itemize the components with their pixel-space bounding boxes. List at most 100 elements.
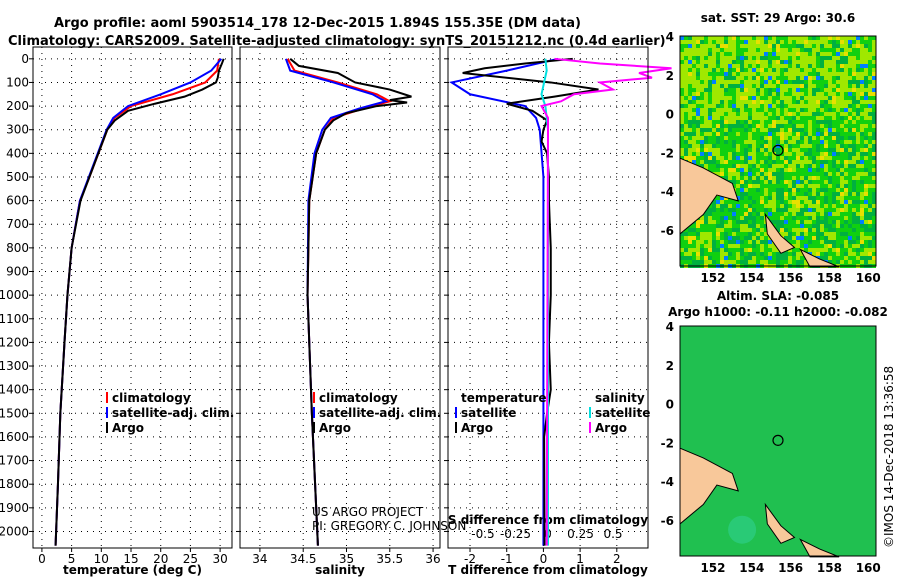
sst-pixel [868,172,872,176]
sst-pixel [788,128,792,132]
sst-pixel [724,92,728,96]
sst-pixel [844,188,848,192]
sst-pixel [736,164,740,168]
sst-pixel [756,228,760,232]
sst-pixel [856,80,860,84]
sst-pixel [832,228,836,232]
sst-pixel [812,216,816,220]
sst-pixel [736,112,740,116]
sst-pixel [812,208,816,212]
x-tick-label: 2 [613,552,621,566]
sst-pixel [808,200,812,204]
sst-pixel [744,160,748,164]
sst-pixel [784,68,788,72]
sst-pixel [756,124,760,128]
sst-pixel [848,144,852,148]
sst-pixel [720,148,724,152]
sst-pixel [728,48,732,52]
sst-pixel [812,72,816,76]
sst-pixel [852,248,856,252]
sst-pixel [824,180,828,184]
sst-pixel [752,128,756,132]
sst-pixel [844,236,848,240]
sst-pixel [752,160,756,164]
sst-pixel [824,140,828,144]
sst-pixel [832,144,836,148]
sst-pixel [712,224,716,228]
sst-pixel [768,44,772,48]
sst-pixel [696,120,700,124]
sst-pixel [692,132,696,136]
sst-pixel [828,248,832,252]
sst-pixel [804,52,808,56]
sst-pixel [732,160,736,164]
sst-pixel [704,244,708,248]
sst-pixel [720,132,724,136]
sst-pixel [720,252,724,256]
sst-pixel [716,172,720,176]
sst-pixel [848,160,852,164]
sst-pixel [736,232,740,236]
sst-pixel [832,40,836,44]
sst-pixel [696,112,700,116]
sst-pixel [840,76,844,80]
sst-pixel [780,168,784,172]
sst-pixel [868,168,872,172]
sst-pixel [800,236,804,240]
sst-pixel [736,244,740,248]
sst-pixel [788,76,792,80]
sst-pixel [868,188,872,192]
sst-pixel [700,228,704,232]
sst-pixel [828,68,832,72]
sst-pixel [840,224,844,228]
sst-pixel [856,44,860,48]
sst-pixel [812,252,816,256]
sst-pixel [864,76,868,80]
sst-pixel [752,124,756,128]
sst-pixel [828,200,832,204]
sst-pixel [844,88,848,92]
sst-pixel [684,252,688,256]
sst-pixel [820,216,824,220]
sst-pixel [844,108,848,112]
sst-pixel [808,184,812,188]
sst-pixel [788,112,792,116]
sst-pixel [736,248,740,252]
sst-pixel [724,156,728,160]
sst-pixel [760,148,764,152]
sst-pixel [764,76,768,80]
sst-pixel [780,96,784,100]
sst-pixel [872,40,876,44]
series-argo [54,58,225,546]
sst-pixel [780,116,784,120]
sst-pixel [840,204,844,208]
sst-pixel [788,240,792,244]
sst-pixel [680,132,684,136]
sst-pixel [684,136,688,140]
sst-pixel [692,76,696,80]
sst-pixel [864,160,868,164]
sst-pixel [716,92,720,96]
sst-pixel [828,116,832,120]
sst-pixel [828,136,832,140]
sst-pixel [744,208,748,212]
sst-pixel [864,132,868,136]
sst-pixel [816,36,820,40]
sst-pixel [828,112,832,116]
sst-pixel [796,144,800,148]
sst-pixel [684,152,688,156]
sst-pixel [820,200,824,204]
sst-pixel [788,236,792,240]
sst-pixel [724,140,728,144]
sst-pixel [680,68,684,72]
sst-pixel [852,72,856,76]
sst-pixel [688,60,692,64]
sst-pixel [784,48,788,52]
sst-pixel [864,236,868,240]
sst-pixel [772,84,776,88]
sst-pixel [852,236,856,240]
sst-pixel [796,132,800,136]
sst-pixel [784,96,788,100]
sst-pixel [816,44,820,48]
sst-pixel [792,256,796,260]
